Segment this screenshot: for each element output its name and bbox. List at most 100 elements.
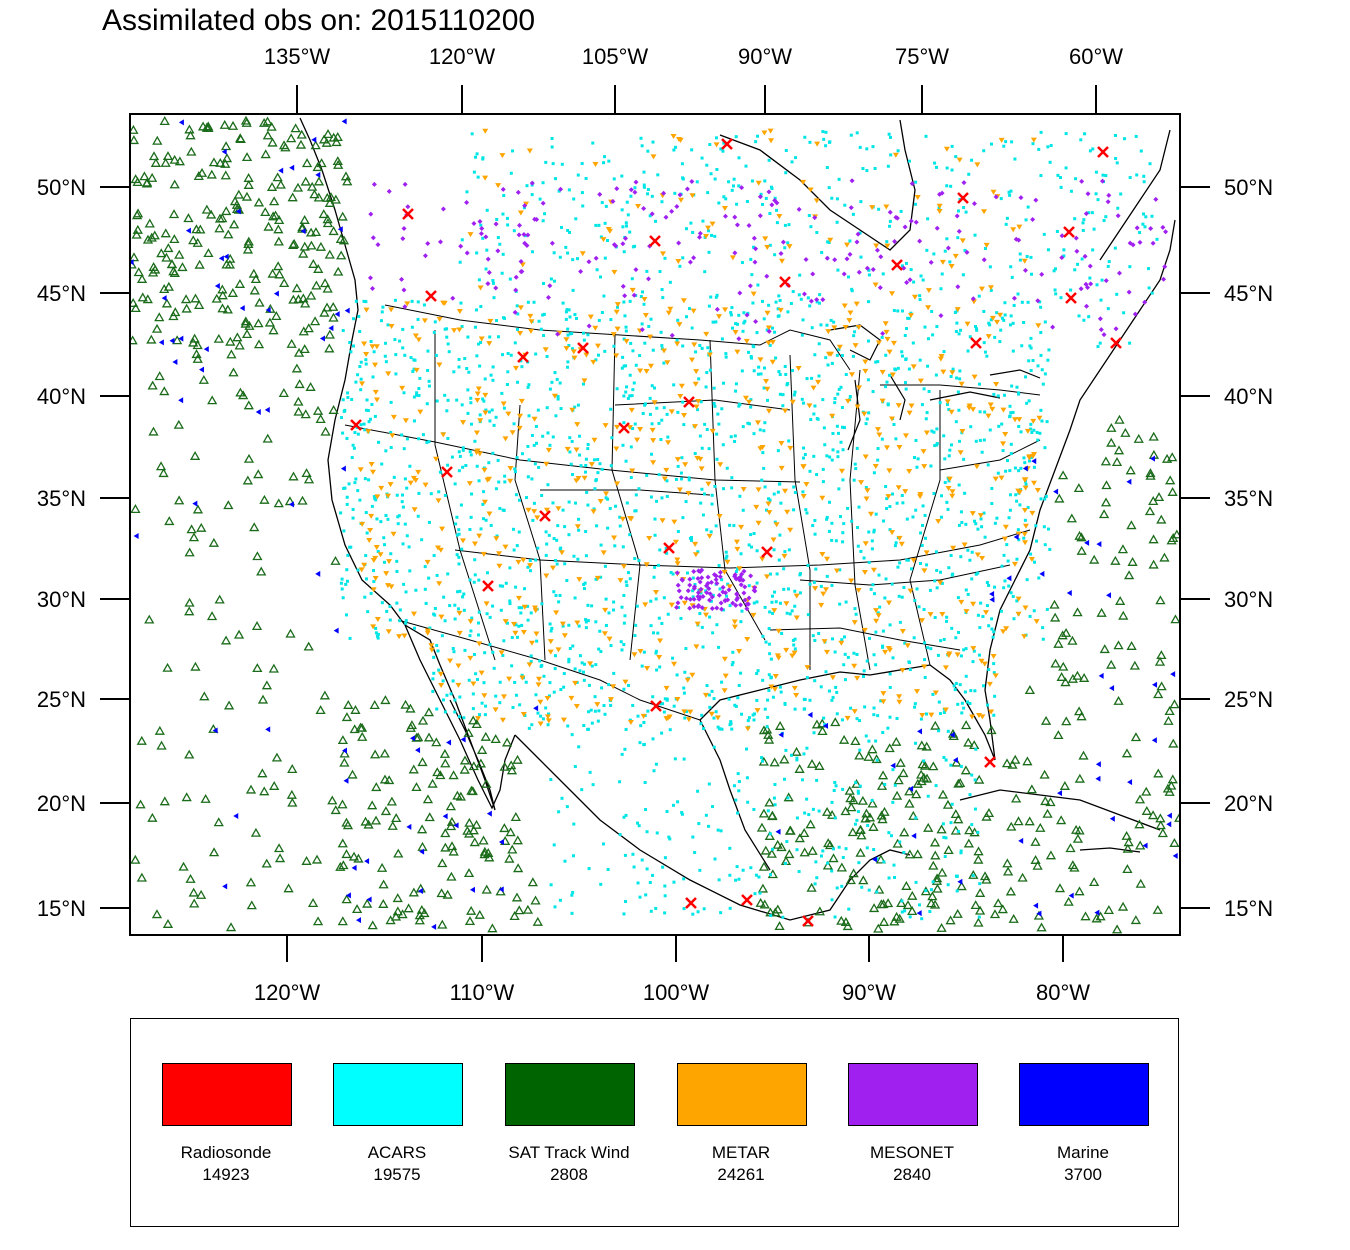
sat-track-wind-marker [349, 724, 360, 734]
acars-marker [795, 816, 799, 820]
metar-marker [597, 499, 604, 505]
acars-marker [707, 447, 711, 451]
acars-marker [514, 693, 518, 697]
acars-marker [654, 219, 658, 223]
acars-marker [591, 141, 595, 145]
metar-marker [851, 663, 858, 669]
acars-marker [715, 167, 719, 171]
acars-marker [377, 440, 381, 444]
acars-marker [773, 253, 777, 257]
acars-marker [566, 724, 570, 728]
acars-marker [1011, 410, 1015, 414]
sat-track-wind-marker [162, 662, 173, 672]
acars-marker [833, 915, 837, 919]
sat-track-wind-marker [955, 778, 966, 787]
metar-marker [637, 368, 644, 374]
acars-marker [435, 707, 439, 711]
acars-marker [836, 450, 840, 454]
acars-marker [1122, 311, 1126, 315]
metar-marker [455, 663, 462, 669]
acars-marker [633, 422, 637, 426]
acars-marker [1007, 516, 1011, 520]
metar-marker [925, 288, 932, 294]
sat-track-wind-marker [1167, 452, 1178, 462]
acars-marker [875, 890, 879, 894]
sat-track-wind-marker [184, 547, 195, 557]
acars-marker [736, 322, 740, 326]
acars-marker [954, 330, 958, 334]
acars-marker [773, 803, 777, 807]
sat-track-wind-marker [973, 854, 984, 864]
mesonet-marker [902, 224, 908, 230]
acars-marker [468, 450, 472, 454]
acars-marker [837, 845, 841, 849]
mesonet-marker [780, 239, 786, 245]
acars-marker [548, 622, 552, 626]
acars-marker [604, 623, 608, 627]
sat-track-wind-marker [1060, 627, 1072, 637]
metar-marker [1021, 531, 1028, 537]
acars-marker [835, 886, 839, 890]
sat-track-wind-marker [1022, 756, 1033, 766]
acars-marker [741, 508, 745, 512]
acars-marker [622, 621, 626, 625]
acars-marker [815, 876, 819, 880]
acars-marker [632, 381, 636, 385]
sat-track-wind-marker [920, 886, 932, 896]
sat-track-wind-marker [993, 898, 1004, 908]
sat-track-wind-marker [295, 139, 307, 149]
sat-track-wind-marker [506, 760, 517, 770]
acars-marker [948, 448, 952, 452]
metar-marker [833, 568, 840, 574]
mesonet-marker [695, 590, 701, 596]
mesonet-marker [699, 605, 705, 611]
sat-track-wind-marker [337, 211, 348, 221]
mesonet-marker [516, 232, 522, 238]
acars-marker [534, 352, 538, 356]
acars-marker [363, 595, 367, 599]
acars-marker [1039, 305, 1043, 309]
acars-marker [372, 580, 376, 584]
sat-track-wind-marker [911, 789, 922, 799]
mesonet-marker [691, 596, 697, 602]
acars-marker [474, 155, 478, 159]
acars-marker [978, 882, 982, 886]
acars-marker [973, 778, 977, 782]
metar-marker [671, 519, 678, 525]
metar-marker [471, 541, 478, 547]
metar-marker [775, 628, 782, 634]
acars-marker [807, 813, 811, 817]
acars-marker [644, 808, 648, 812]
metar-marker [383, 571, 390, 577]
acars-marker [881, 272, 885, 276]
metar-marker [753, 504, 760, 510]
acars-marker [557, 810, 561, 814]
metar-marker [650, 438, 657, 444]
acars-marker [375, 634, 379, 638]
acars-marker [592, 458, 596, 462]
acars-marker [1032, 465, 1036, 469]
metar-marker [889, 530, 896, 536]
acars-marker [993, 585, 997, 589]
acars-marker [1010, 275, 1014, 279]
sat-track-wind-marker [501, 737, 513, 747]
acars-marker [622, 364, 626, 368]
sat-track-wind-marker [142, 234, 154, 244]
acars-marker [804, 508, 808, 512]
acars-marker [1091, 248, 1095, 252]
acars-marker [1039, 330, 1043, 334]
acars-marker [339, 511, 343, 515]
sat-track-wind-marker [799, 847, 810, 857]
sat-track-wind-marker [1115, 596, 1126, 605]
acars-marker [491, 650, 495, 654]
acars-marker [596, 719, 600, 723]
acars-marker [515, 327, 519, 331]
acars-marker [986, 463, 990, 467]
acars-marker [1155, 237, 1159, 241]
acars-marker [467, 678, 471, 682]
acars-marker [717, 878, 721, 882]
acars-marker [683, 716, 687, 720]
metar-marker [456, 327, 463, 333]
acars-marker [530, 723, 534, 727]
metar-marker [543, 507, 550, 513]
